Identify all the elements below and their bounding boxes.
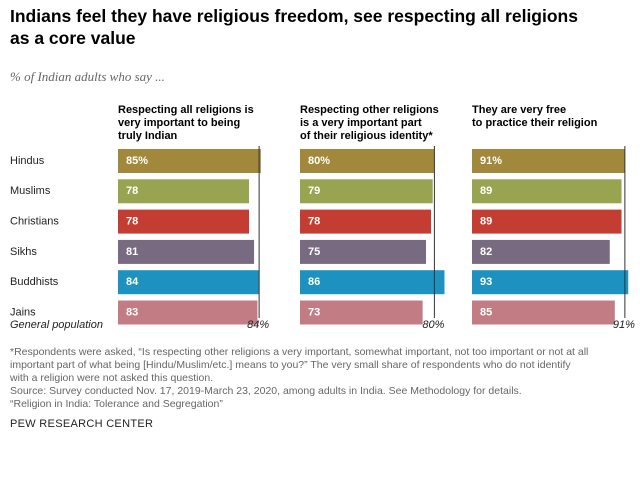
bar	[118, 239, 255, 264]
bar	[472, 239, 610, 264]
chart-title: Indians feel they have religious freedom…	[10, 6, 578, 48]
bar	[472, 149, 625, 173]
report-title: “Religion in India: Tolerance and Segreg…	[10, 398, 223, 410]
reference-value-label: 91%	[613, 319, 635, 331]
panel-title: Respecting other religions is a very imp…	[300, 104, 439, 142]
value-label: 89	[480, 185, 492, 197]
bar	[300, 300, 423, 325]
category-label: Buddhists	[10, 276, 59, 288]
value-label: 85%	[126, 155, 148, 167]
bar	[472, 179, 622, 204]
value-label: 89	[480, 216, 492, 228]
bar	[118, 209, 250, 234]
bar	[118, 270, 260, 295]
reference-value-label: 80%	[422, 319, 444, 331]
value-label: 91%	[480, 155, 502, 167]
value-label: 73	[308, 306, 320, 318]
panel-title: Respecting all religions is very importa…	[118, 104, 254, 142]
value-label: 79	[308, 185, 320, 197]
bar	[300, 149, 435, 173]
bar	[300, 209, 432, 234]
value-label: 78	[126, 216, 138, 228]
source: Source: Survey conducted Nov. 17, 2019-M…	[10, 385, 522, 397]
chart-subtitle: % of Indian adults who say ...	[10, 69, 165, 84]
org-name: PEW RESEARCH CENTER	[10, 418, 154, 430]
bar	[300, 239, 426, 264]
value-label: 83	[126, 306, 138, 318]
footnote: *Respondents were asked, “Is respecting …	[10, 346, 589, 384]
value-label: 86	[308, 276, 320, 288]
bar	[118, 300, 258, 325]
value-label: 82	[480, 246, 492, 258]
value-label: 75	[308, 246, 320, 258]
bar	[118, 149, 261, 173]
reference-value-label: 84%	[247, 319, 269, 331]
category-label: Christians	[10, 216, 59, 228]
category-label: Muslims	[10, 185, 51, 197]
value-label: 78	[126, 185, 138, 197]
category-label: Jains	[10, 306, 36, 318]
bar	[472, 209, 622, 234]
value-label: 84	[126, 276, 139, 288]
category-label: Hindus	[10, 155, 45, 167]
panel-title: They are very free to practice their rel…	[472, 104, 598, 129]
value-label: 80%	[308, 155, 330, 167]
bar	[300, 270, 445, 295]
bar	[472, 300, 615, 325]
bar	[118, 179, 250, 204]
value-label: 93	[480, 276, 492, 288]
value-label: 78	[308, 216, 320, 228]
reference-label: General population	[10, 319, 103, 331]
category-label: Sikhs	[10, 246, 37, 258]
bar	[472, 270, 629, 295]
value-label: 85	[480, 306, 492, 318]
bar	[300, 179, 433, 204]
value-label: 81	[126, 246, 138, 258]
